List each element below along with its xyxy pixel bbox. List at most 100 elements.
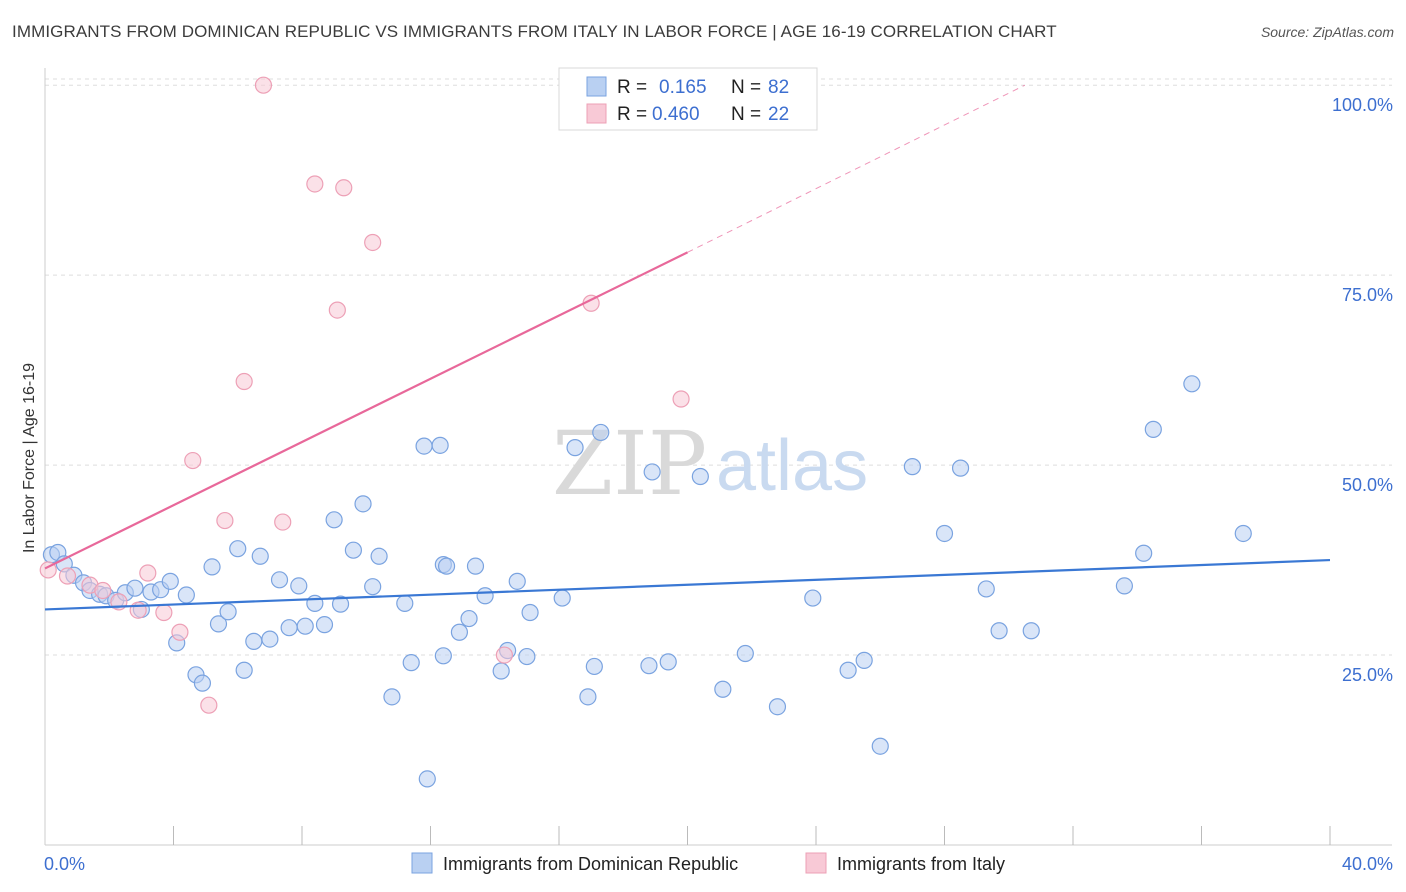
bottom-legend-label-1: Immigrants from Dominican Republic: [443, 854, 738, 874]
grid: [45, 78, 1392, 656]
axes: 25.0% 50.0% 75.0% 100.0% 0.0% 40.0%: [44, 68, 1393, 874]
dominican-trend-line: [44, 558, 1331, 611]
legend-r-value-2: 0.460: [652, 104, 700, 125]
dominican-point: [193, 674, 212, 692]
legend-swatch-pink: [586, 103, 607, 124]
italy-point: [139, 564, 157, 582]
legend-n-value-1: 82: [768, 77, 789, 98]
dominican-point: [518, 647, 536, 666]
dominican-point: [1135, 544, 1153, 562]
dominican-point: [553, 589, 571, 607]
bottom-legend-label-2: Immigrants from Italy: [837, 854, 1005, 874]
dominican-point: [566, 439, 584, 457]
dominican-point: [990, 622, 1008, 640]
legend-r-label-1: R =: [617, 77, 647, 98]
italy-point: [274, 513, 292, 531]
dominican-point: [219, 603, 237, 621]
italy-point: [235, 372, 253, 391]
dominican-point: [203, 558, 221, 576]
y-tick-label: 75.0%: [1342, 285, 1393, 305]
italy-point: [155, 603, 173, 622]
watermark: ZIP atlas: [552, 412, 868, 515]
italy-point: [672, 390, 690, 408]
dominican-point: [640, 657, 658, 675]
dominican-point: [935, 524, 954, 543]
chart-title: IMMIGRANTS FROM DOMINICAN REPUBLIC VS IM…: [12, 22, 1057, 41]
dominican-point: [450, 623, 469, 641]
dominican-point: [951, 459, 970, 477]
dominican-point: [364, 578, 382, 596]
bottom-legend: Immigrants from Dominican Republic Immig…: [411, 852, 1005, 874]
dominican-point: [251, 547, 269, 565]
legend-n-value-2: 22: [768, 104, 789, 125]
dominican-point: [245, 632, 263, 650]
dominican-point: [126, 579, 144, 597]
dominican-point: [261, 630, 279, 648]
dominican-point: [871, 737, 889, 755]
dominican-point: [434, 647, 452, 665]
italy-point: [200, 696, 218, 714]
watermark-zip: ZIP: [552, 412, 707, 515]
dominican-point: [235, 661, 253, 679]
italy-point: [94, 581, 112, 600]
dominican-point: [977, 580, 995, 598]
dominican-point: [714, 680, 732, 698]
dominican-point: [396, 594, 414, 612]
y-axis-label: In Labor Force | Age 16-19: [21, 363, 38, 553]
italy-point: [184, 451, 202, 470]
dominican-point: [592, 423, 610, 442]
trend-lines: [44, 84, 1331, 611]
italy-point: [328, 301, 346, 319]
dominican-point: [492, 662, 510, 680]
italy-point: [171, 623, 189, 641]
dominican-point: [1115, 577, 1134, 595]
dominican-point: [418, 770, 436, 788]
dominican-point: [1022, 622, 1040, 640]
dominican-point: [280, 619, 298, 637]
dominican-point: [736, 644, 754, 663]
dominican-point: [290, 577, 308, 595]
italy-trend-line: [44, 251, 688, 570]
dominican-point: [855, 651, 873, 669]
dominican-point: [370, 547, 388, 565]
dominican-point: [508, 572, 526, 590]
legend-n-label-2: N =: [731, 104, 761, 125]
dominican-point: [354, 495, 372, 513]
legend-r-value-1: 0.165: [659, 77, 707, 98]
dominican-point: [296, 617, 314, 635]
italy-point: [306, 175, 324, 193]
dominican-point: [521, 603, 539, 622]
dominican-point: [579, 688, 597, 706]
dominican-point: [331, 595, 350, 613]
dominican-point: [1144, 420, 1162, 438]
dominican-point: [177, 586, 195, 604]
dominican-point: [270, 571, 289, 589]
dominican-point: [1183, 375, 1201, 393]
dominican-point: [903, 458, 921, 476]
y-tick-label: 25.0%: [1342, 665, 1393, 685]
legend-n-label-1: N =: [731, 77, 761, 98]
source-credit: Source: ZipAtlas.com: [1260, 24, 1394, 40]
y-tick-label: 50.0%: [1342, 475, 1393, 495]
dominican-point: [466, 557, 485, 575]
italy-point: [254, 76, 273, 94]
italy-point: [335, 179, 353, 197]
watermark-atlas: atlas: [716, 426, 868, 506]
dominican-point: [476, 587, 494, 605]
dominican-point: [659, 653, 677, 671]
dominican-point: [431, 436, 449, 454]
legend-r-label-2: R =: [617, 104, 647, 125]
dominican-point: [325, 511, 343, 529]
dominican-point: [161, 572, 179, 590]
x-tick-label: 40.0%: [1342, 854, 1393, 874]
dominican-point: [209, 615, 228, 633]
italy-point: [216, 511, 234, 530]
dominican-point: [315, 616, 334, 634]
legend-swatch-blue: [586, 76, 607, 97]
bottom-legend-swatch-blue: [411, 852, 433, 874]
dominican-point: [768, 698, 787, 716]
dominican-point: [402, 654, 420, 672]
dominican-point: [344, 541, 362, 559]
dominican-point: [643, 463, 661, 481]
dominican-point: [415, 437, 433, 455]
